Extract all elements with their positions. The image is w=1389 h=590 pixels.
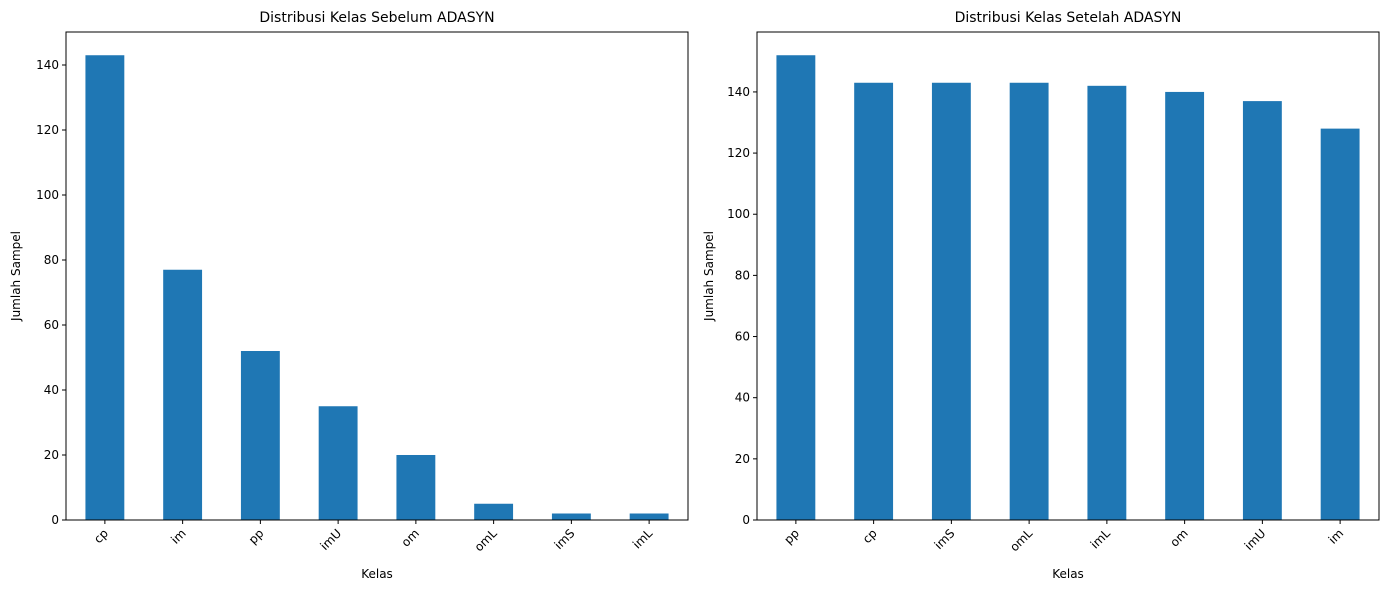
x-axis-ticks: pp cp imS omL imL om imU im [781, 520, 1346, 554]
x-tick-label: om [1167, 526, 1190, 549]
x-tick-label: im [1326, 526, 1347, 547]
x-tick-label: omL [472, 526, 500, 554]
y-tick-label: 0 [742, 513, 750, 527]
bar-cp [85, 55, 125, 520]
bar-imU [1242, 101, 1282, 521]
y-axis-label: Jumlah Sampel [702, 231, 716, 322]
chart-after-adasyn: Distribusi Kelas Setelah ADASYN 0 20 40 60 8… [702, 10, 1380, 581]
x-axis-label: Kelas [1052, 567, 1084, 581]
y-tick-label: 20 [735, 452, 750, 466]
x-tick-label: imS [552, 526, 578, 552]
y-tick-label: 100 [727, 207, 750, 221]
y-tick-label: 40 [735, 391, 750, 405]
bar-im [163, 269, 203, 520]
bar-omL [474, 503, 514, 520]
x-tick-label: pp [246, 526, 267, 547]
y-tick-label: 40 [44, 383, 59, 397]
plot-frame [756, 31, 1380, 521]
y-tick-label: 0 [51, 513, 59, 527]
x-tick-label: imU [318, 526, 345, 553]
x-tick-label: om [399, 526, 422, 549]
bar-om [1165, 91, 1205, 521]
x-tick-label: im [168, 526, 189, 547]
y-axis-ticks: 0 20 40 60 80 100 120 140 [36, 58, 66, 527]
bar-pp [240, 350, 280, 520]
chart-before-adasyn: Distribusi Kelas Sebelum ADASYN 0 20 40 60 8… [9, 10, 689, 581]
bar-pp [776, 55, 816, 520]
y-tick-label: 80 [44, 253, 59, 267]
x-axis-label: Kelas [361, 567, 393, 581]
bar-im [1320, 128, 1360, 520]
bar-om [396, 454, 436, 520]
bar-group [776, 55, 1360, 521]
y-tick-label: 140 [727, 85, 750, 99]
y-axis-ticks: 0 20 40 60 80 100 120 140 [727, 85, 757, 527]
x-axis-ticks: cp im pp imU om omL imS imL [91, 520, 655, 554]
y-tick-label: 120 [36, 123, 59, 137]
y-axis-label: Jumlah Sampel [9, 231, 23, 322]
x-tick-label: cp [91, 526, 111, 546]
x-tick-label: pp [781, 526, 802, 547]
x-tick-label: imU [1242, 526, 1269, 553]
plot-frame [65, 31, 689, 521]
bar-group [85, 55, 669, 520]
x-tick-label: omL [1007, 526, 1035, 554]
bar-imL [629, 513, 669, 520]
y-tick-label: 60 [735, 330, 750, 344]
bar-imS [931, 82, 971, 520]
x-tick-label: cp [860, 526, 880, 546]
bar-cp [854, 82, 894, 520]
y-tick-label: 120 [727, 146, 750, 160]
y-tick-label: 140 [36, 58, 59, 72]
chart-title: Distribusi Kelas Setelah ADASYN [955, 10, 1182, 26]
bar-imS [551, 513, 591, 520]
bar-imL [1087, 85, 1127, 520]
y-tick-label: 100 [36, 188, 59, 202]
y-tick-label: 80 [735, 268, 750, 282]
y-tick-label: 20 [44, 448, 59, 462]
bar-imU [318, 406, 358, 520]
x-tick-label: imL [1088, 526, 1113, 551]
chart-title: Distribusi Kelas Sebelum ADASYN [259, 10, 494, 26]
x-tick-label: imL [630, 526, 655, 551]
y-tick-label: 60 [44, 318, 59, 332]
bar-omL [1009, 82, 1049, 520]
x-tick-label: imS [932, 526, 958, 552]
